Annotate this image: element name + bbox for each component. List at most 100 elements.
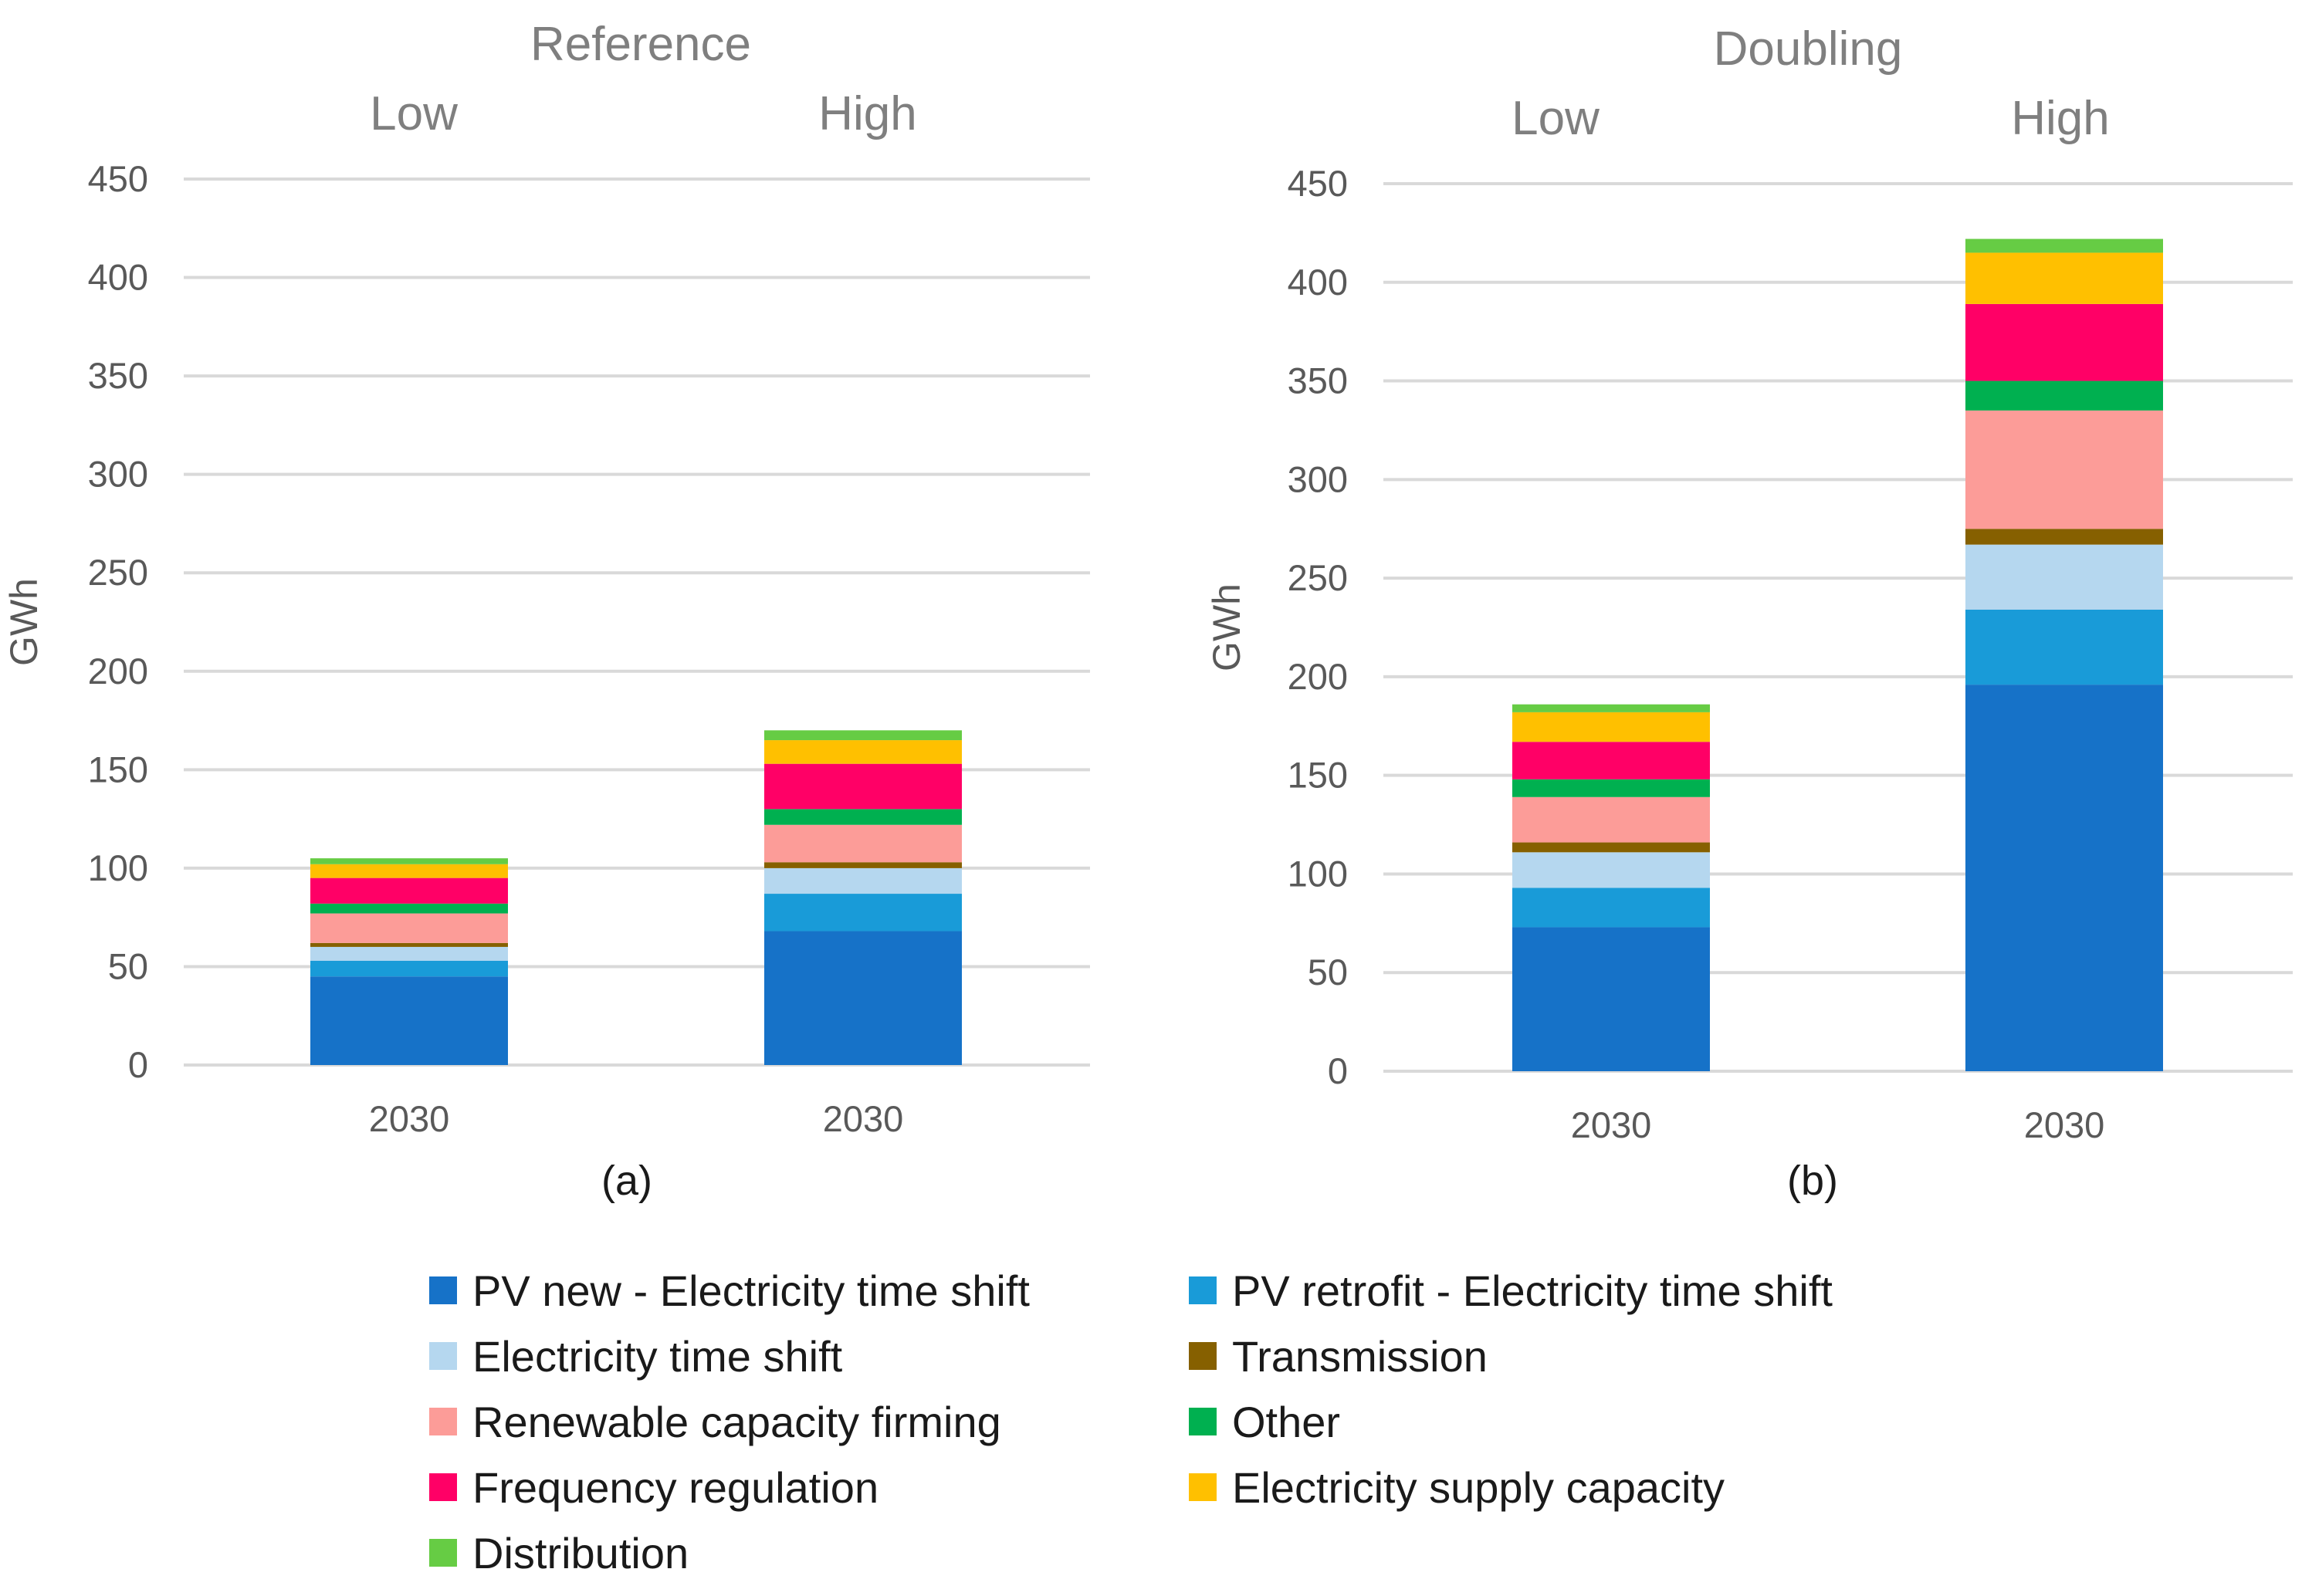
legend-item: Transmission: [1189, 1332, 1488, 1381]
bar-segment: [764, 931, 962, 1065]
x-tick-label: 2030: [1571, 1104, 1652, 1145]
bar-segment: [1512, 796, 1710, 843]
legend-label: Frequency regulation: [472, 1463, 878, 1512]
y-tick-label: 100: [88, 847, 148, 888]
legend-swatch: [1189, 1408, 1217, 1435]
y-axis-title: GWh: [2, 578, 46, 666]
y-tick-label: 250: [1288, 557, 1348, 598]
legend: PV new - Electricity time shift PV retrof…: [429, 1266, 1833, 1577]
bar-segment: [1512, 779, 1710, 797]
bar-segment: [764, 824, 962, 863]
bar-segment: [310, 976, 508, 1065]
bar-segment: [1512, 704, 1710, 712]
bar-segment: [310, 913, 508, 943]
bar-segment: [310, 864, 508, 878]
legend-swatch: [1189, 1276, 1217, 1304]
y-tick-label: 50: [1308, 952, 1348, 992]
bar-segment: [764, 740, 962, 764]
chart-panel-doubling: 0 50 100 150 200 250 300 350 400 450 2030 Low 2030 Hi…: [1205, 22, 2293, 1204]
y-tick-label: 350: [88, 355, 148, 396]
y-tick-label: 300: [88, 454, 148, 495]
y-tick-label: 200: [1288, 656, 1348, 697]
legend-swatch: [429, 1276, 457, 1304]
y-tick-label: 200: [88, 651, 148, 691]
bar-segment: [1512, 852, 1710, 888]
bar-segment: [310, 946, 508, 961]
chart-title: Reference: [530, 18, 751, 71]
y-tick-label: 400: [88, 257, 148, 298]
group-label: Low: [370, 87, 458, 140]
legend-label: Renewable capacity firming: [472, 1398, 1001, 1446]
legend-swatch: [429, 1342, 457, 1370]
bar-segment: [1965, 610, 2163, 685]
bar-segment: [1512, 742, 1710, 779]
bar-segment: [1965, 238, 2163, 253]
legend-item: PV retrofit - Electricity time shift: [1189, 1266, 1833, 1315]
legend-swatch: [429, 1473, 457, 1501]
panel-caption: (a): [601, 1158, 652, 1204]
y-tick-label: 50: [108, 945, 148, 986]
legend-item: Electricity supply capacity: [1189, 1463, 1725, 1512]
x-tick-label: 2030: [823, 1098, 904, 1139]
y-tick-label: 100: [1288, 853, 1348, 894]
legend-swatch: [429, 1408, 457, 1435]
y-tick-label: 0: [1328, 1050, 1348, 1091]
group-label: High: [818, 87, 917, 140]
legend-label: Electricity supply capacity: [1232, 1463, 1725, 1512]
legend-swatch: [1189, 1342, 1217, 1370]
y-axis-title: GWh: [1205, 583, 1248, 671]
bar-segment: [764, 763, 962, 810]
panel-caption: (b): [1787, 1158, 1838, 1204]
bar-segment: [310, 942, 508, 947]
y-tick-label: 150: [1288, 755, 1348, 796]
bar-segment: [1965, 410, 2163, 529]
chart-panel-reference: 0 50 100 150 200 250 300 350 400 450 2030 Low 2030 Hi…: [2, 18, 1090, 1204]
y-tick-label: 450: [1288, 163, 1348, 204]
y-tick-label: 300: [1288, 458, 1348, 499]
bar-segment: [764, 862, 962, 868]
legend-item: Frequency regulation: [429, 1463, 878, 1512]
group-label: Low: [1512, 92, 1600, 145]
chart-title: Doubling: [1714, 22, 1903, 76]
bar-segment: [1965, 529, 2163, 545]
bar-segment: [764, 809, 962, 825]
bar-segment: [1512, 927, 1710, 1071]
legend-label: Distribution: [472, 1529, 689, 1577]
legend-label: Other: [1232, 1398, 1340, 1446]
legend-item: PV new - Electricity time shift: [429, 1266, 1030, 1315]
x-tick-label: 2030: [2024, 1104, 2105, 1145]
y-tick-label: 0: [128, 1044, 148, 1085]
legend-label: PV retrofit - Electricity time shift: [1232, 1266, 1833, 1315]
bar-segment: [310, 903, 508, 914]
legend-label: Transmission: [1232, 1332, 1488, 1381]
bar-segment: [1965, 685, 2163, 1071]
bar-segment: [1965, 380, 2163, 411]
legend-label: PV new - Electricity time shift: [472, 1266, 1030, 1315]
bar-segment: [1512, 888, 1710, 928]
legend-item: Other: [1189, 1398, 1340, 1446]
bar-segment: [764, 894, 962, 932]
legend-label: Electricity time shift: [472, 1332, 843, 1381]
y-tick-label: 250: [88, 552, 148, 593]
group-label: High: [2011, 92, 2110, 145]
y-tick-label: 400: [1288, 262, 1348, 303]
bar-segment: [764, 730, 962, 741]
bar-segment: [310, 877, 508, 904]
legend-item: Electricity time shift: [429, 1332, 843, 1381]
legend-item: Renewable capacity firming: [429, 1398, 1001, 1446]
legend-item: Distribution: [429, 1529, 689, 1577]
y-tick-label: 350: [1288, 360, 1348, 401]
bar-segment: [310, 858, 508, 864]
legend-swatch: [429, 1539, 457, 1567]
bar-segment: [764, 867, 962, 894]
bar-segment: [310, 960, 508, 977]
bar-segment: [1512, 842, 1710, 853]
bar-segment: [1512, 712, 1710, 742]
legend-swatch: [1189, 1473, 1217, 1501]
x-tick-label: 2030: [369, 1098, 450, 1139]
bar-segment: [1965, 303, 2163, 381]
bar-segment: [1965, 252, 2163, 304]
y-tick-label: 150: [88, 749, 148, 790]
y-tick-label: 450: [88, 158, 148, 199]
